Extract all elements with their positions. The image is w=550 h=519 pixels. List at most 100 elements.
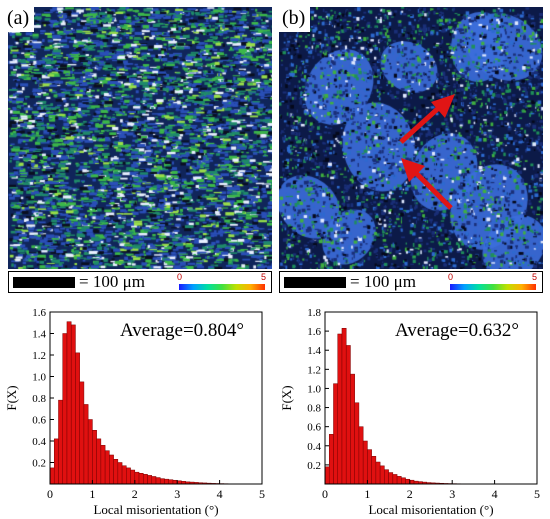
histogram-bar xyxy=(367,449,372,485)
histogram-bar xyxy=(138,473,144,485)
y-tick-label: 0.4 xyxy=(32,436,46,448)
histogram-bar xyxy=(388,472,394,485)
histogram-bar xyxy=(354,402,360,485)
y-tick-label: 1.0 xyxy=(32,372,46,384)
colorbar-b xyxy=(450,284,536,290)
x-tick-label: 1 xyxy=(89,487,95,501)
histogram-bar xyxy=(87,419,93,485)
kam-map-a xyxy=(8,7,272,269)
y-tick-label: 1.2 xyxy=(307,364,321,376)
y-tick-label: 1.4 xyxy=(307,345,321,357)
histogram-bar xyxy=(358,426,364,485)
y-tick-label: 1.0 xyxy=(307,383,321,395)
histogram-bar xyxy=(401,477,406,485)
histogram-bar xyxy=(49,467,55,485)
y-tick-label: 0.6 xyxy=(307,422,321,434)
average-annotation: Average=0.632° xyxy=(395,320,519,341)
y-tick-label: 1.6 xyxy=(32,307,46,319)
y-tick-label: 1.4 xyxy=(32,329,46,341)
colorbar-max-b: 5 xyxy=(532,272,538,282)
histogram-bar xyxy=(362,440,368,485)
y-tick-label: 1.6 xyxy=(307,326,321,338)
x-tick-label: 2 xyxy=(407,487,413,501)
scale-text-b: = 100 μm xyxy=(350,272,416,291)
y-tick-label: 1.2 xyxy=(32,350,46,362)
histogram-bar xyxy=(66,321,72,485)
scale-text-a: = 100 μm xyxy=(79,272,145,291)
histogram-bar xyxy=(409,479,415,485)
panel-b: (b) = 100 μm 0 5 0 1 2 3 4 5 0.2 0.4 0.6 0.8 1.0 1.… xyxy=(275,0,550,519)
x-tick-label: 5 xyxy=(259,487,265,501)
x-tick-label: 2 xyxy=(132,487,138,501)
x-tick-label: 3 xyxy=(449,487,455,501)
panel-a: (a) = 100 μm 0 5 0 1 2 3 4 5 0.2 0.4 0.6 0.8 1.0 1.… xyxy=(4,6,272,517)
histogram-bar xyxy=(341,327,347,485)
y-tick-label: 1.8 xyxy=(307,307,321,319)
arrow-1 xyxy=(399,94,455,144)
y-axis-label: F(X) xyxy=(279,385,294,410)
y-tick-label: 0.2 xyxy=(32,458,46,470)
histogram-bar xyxy=(113,459,119,485)
histogram-bar xyxy=(96,438,102,485)
histogram-bar xyxy=(75,352,80,485)
histogram-bar xyxy=(53,438,59,485)
histogram-bar xyxy=(100,445,106,485)
histogram-bar xyxy=(384,469,389,485)
x-tick-label: 1 xyxy=(364,487,370,501)
colorbar-min-b: 0 xyxy=(448,272,454,282)
histogram-bar xyxy=(121,465,127,485)
histogram-bar xyxy=(333,383,338,485)
x-axis-label: Local misorientation (°) xyxy=(93,502,218,517)
colorbar-a xyxy=(179,284,265,290)
x-tick-label: 0 xyxy=(322,487,328,501)
x-axis-label: Local misorientation (°) xyxy=(368,502,493,517)
panel-tag-a: (a) xyxy=(4,6,35,32)
scale-bar-b xyxy=(284,277,346,288)
histogram-bar xyxy=(70,324,76,485)
histogram-bar xyxy=(143,474,148,485)
histogram-bar xyxy=(58,399,63,485)
histogram-bar xyxy=(130,469,136,485)
histogram-bar xyxy=(350,373,355,485)
histogram-bar xyxy=(396,476,402,485)
histogram-bar xyxy=(155,477,161,485)
histogram-a: 0 1 2 3 4 5 0.2 0.4 0.6 0.8 1.0 1.2 1.4 1.6 Local miso… xyxy=(4,307,265,517)
histogram-bar xyxy=(392,474,398,485)
histogram-bar xyxy=(328,434,334,485)
histogram-bar xyxy=(117,462,123,485)
x-tick-label: 4 xyxy=(492,487,498,501)
histogram-bar xyxy=(168,479,174,485)
average-annotation: Average=0.804° xyxy=(120,320,244,341)
y-axis-label: F(X) xyxy=(4,385,19,410)
scale-bar-a xyxy=(13,277,75,288)
histogram-bar xyxy=(79,381,85,485)
x-tick-label: 5 xyxy=(534,487,540,501)
kam-map-b xyxy=(279,7,543,269)
histogram-bar xyxy=(83,404,89,485)
histogram-bar xyxy=(147,475,153,485)
histogram-bar xyxy=(164,478,169,485)
colorbar-min-a: 0 xyxy=(177,272,183,282)
x-tick-label: 3 xyxy=(174,487,180,501)
plot-frame xyxy=(324,311,538,485)
kam-map-b-image xyxy=(279,7,543,269)
x-tick-label: 0 xyxy=(47,487,53,501)
histogram-bar xyxy=(159,478,165,485)
histogram-bar xyxy=(109,454,114,485)
histogram-b: 0 1 2 3 4 5 0.2 0.4 0.6 0.8 1.0 1.2 1.4 1.6 1.8 Local m… xyxy=(279,307,540,517)
histogram-bar xyxy=(92,430,97,485)
y-tick-label: 0.2 xyxy=(307,460,321,472)
y-tick-label: 0.8 xyxy=(307,403,321,415)
histogram-bar xyxy=(104,450,110,485)
x-tick-label: 4 xyxy=(217,487,223,501)
histogram-bar xyxy=(126,467,131,485)
scale-row-b: = 100 μm 0 5 xyxy=(279,271,543,293)
panel-tag-b: (b) xyxy=(279,6,311,32)
histogram-bar xyxy=(337,333,343,485)
histogram-bar xyxy=(371,456,377,485)
scale-row-a: = 100 μm 0 5 xyxy=(8,271,272,293)
histogram-bar xyxy=(62,333,68,485)
histogram-bar xyxy=(379,465,385,485)
histogram-bar xyxy=(345,345,351,485)
colorbar-max-a: 5 xyxy=(261,272,267,282)
